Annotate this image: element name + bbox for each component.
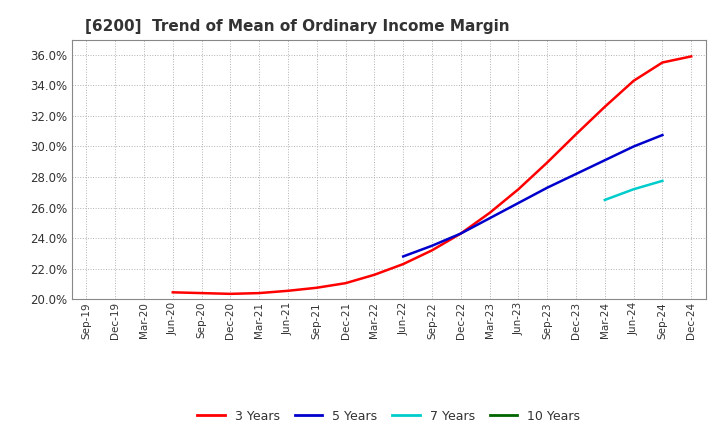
- 5 Years: [572, 171, 580, 176]
- 3 Years: [514, 187, 523, 192]
- 3 Years: [226, 291, 235, 297]
- 5 Years: [600, 158, 609, 163]
- 3 Years: [168, 290, 177, 295]
- Line: 3 Years: 3 Years: [173, 56, 691, 294]
- 3 Years: [629, 78, 638, 84]
- 3 Years: [658, 60, 667, 65]
- 3 Years: [197, 290, 206, 296]
- 3 Years: [255, 290, 264, 296]
- 3 Years: [543, 160, 552, 165]
- 5 Years: [543, 185, 552, 191]
- Line: 5 Years: 5 Years: [403, 135, 662, 257]
- 7 Years: [658, 178, 667, 183]
- 3 Years: [399, 261, 408, 267]
- Legend: 3 Years, 5 Years, 7 Years, 10 Years: 3 Years, 5 Years, 7 Years, 10 Years: [197, 410, 580, 423]
- 5 Years: [485, 216, 494, 221]
- 5 Years: [629, 144, 638, 149]
- 3 Years: [312, 285, 321, 290]
- 3 Years: [428, 248, 436, 253]
- Text: [6200]  Trend of Mean of Ordinary Income Margin: [6200] Trend of Mean of Ordinary Income …: [85, 19, 509, 34]
- 3 Years: [687, 54, 696, 59]
- 5 Years: [399, 254, 408, 259]
- 5 Years: [658, 132, 667, 138]
- 3 Years: [284, 288, 292, 293]
- 5 Years: [456, 231, 465, 236]
- 3 Years: [572, 132, 580, 137]
- 5 Years: [514, 200, 523, 205]
- Line: 7 Years: 7 Years: [605, 181, 662, 200]
- 3 Years: [485, 210, 494, 216]
- 5 Years: [428, 243, 436, 249]
- 3 Years: [600, 104, 609, 110]
- 3 Years: [341, 281, 350, 286]
- 7 Years: [629, 187, 638, 192]
- 3 Years: [370, 272, 379, 277]
- 7 Years: [600, 197, 609, 202]
- 3 Years: [456, 231, 465, 236]
